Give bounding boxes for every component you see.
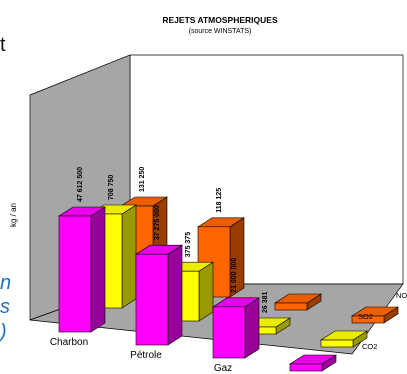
bar-co2-1-side — [167, 244, 183, 346]
bars-layer — [57, 196, 400, 372]
bar-co2-0-side — [90, 206, 106, 333]
bar-nox-1 — [197, 226, 231, 298]
category-label-2: Gaz — [214, 363, 232, 374]
bar-nox-3 — [351, 315, 385, 324]
data-label-so2-1: 375 375 — [185, 232, 192, 257]
data-label-nox-1: 118 125 — [216, 188, 223, 213]
data-label-co2-1: 37 275 000 — [154, 205, 161, 240]
data-labels-layer: 118 125 131 250 26 381 375 375 708 750 21 000… — [77, 167, 269, 313]
page-fragment-text: s — [0, 296, 10, 318]
data-label-so2-2: 26 381 — [262, 291, 269, 313]
chart-title: REJETS ATMOSPHERIQUES — [162, 15, 278, 25]
y-axis-label: kg / an — [9, 203, 18, 227]
page-fragment-text: n — [0, 272, 12, 294]
data-label-nox-0: 131 250 — [139, 167, 146, 192]
series-label-so2: SO2 — [358, 312, 373, 321]
bar-so2-3 — [320, 339, 354, 348]
series-label-nox: NOx — [396, 291, 407, 300]
series-label-co2: CO2 — [362, 342, 377, 351]
data-label-co2-2: 21 000 000 — [231, 258, 238, 293]
bar-co2-2-side — [244, 297, 260, 359]
data-label-co2-0: 47 612 500 — [77, 167, 84, 202]
category-labels-layer: CharbonPétroleGazEolien — [50, 337, 232, 374]
data-label-so2-0: 708 750 — [108, 175, 115, 200]
bar-so2-1-side — [198, 261, 214, 322]
page-fragment-text: ) — [0, 321, 7, 343]
bar-co2-0 — [58, 215, 92, 333]
category-label-1: Pétrole — [130, 350, 162, 361]
bar-co2-1 — [135, 253, 169, 346]
bar-co2-2 — [212, 306, 246, 359]
page-fragment-text: t — [0, 34, 6, 56]
bar-nox-2 — [274, 302, 308, 311]
series-labels-layer: CO2 SO2 NOx — [358, 291, 407, 351]
category-label-0: Charbon — [50, 337, 88, 348]
bar-co2-3 — [289, 363, 323, 372]
chart-subtitle: (source WINSTATS) — [189, 28, 252, 35]
bar-so2-0-side — [121, 204, 137, 309]
